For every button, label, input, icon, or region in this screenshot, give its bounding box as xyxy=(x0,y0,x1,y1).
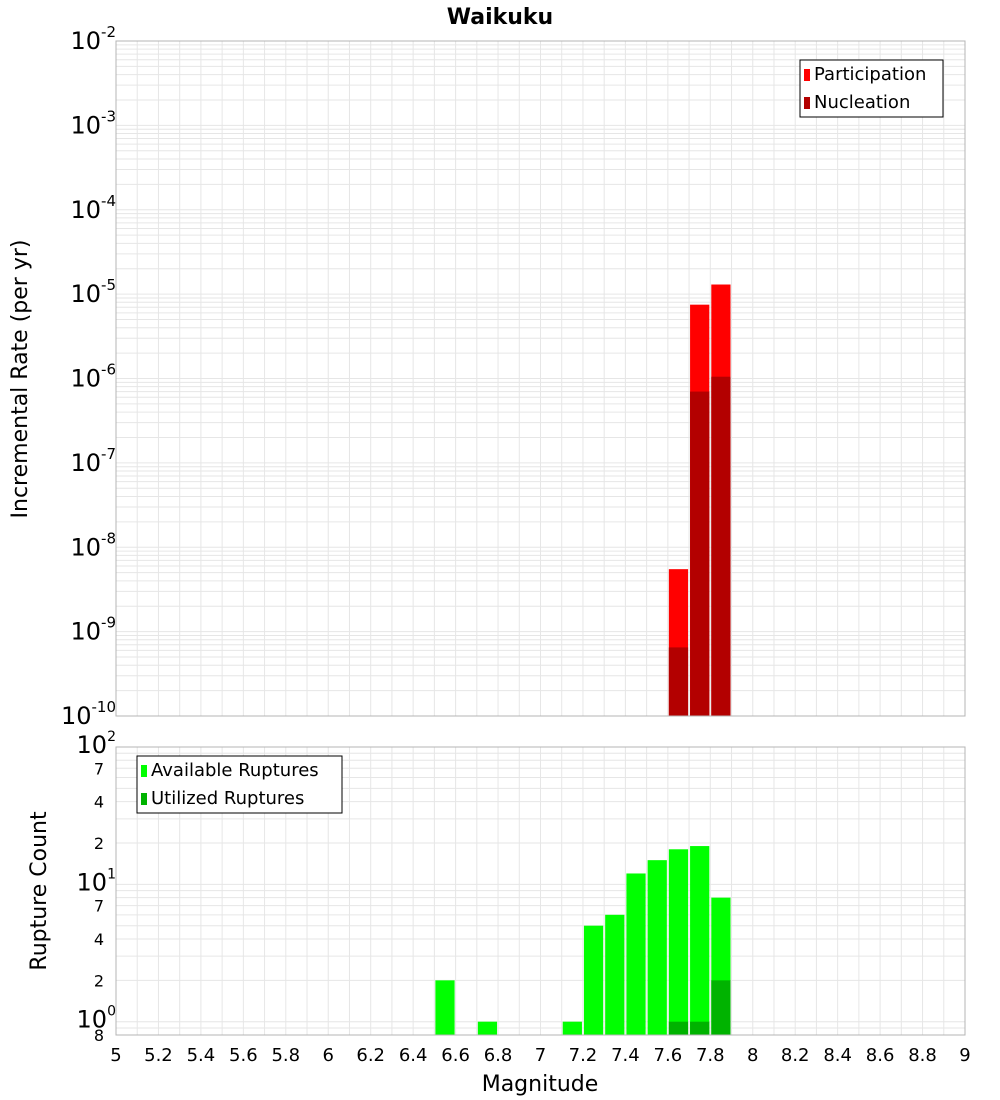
x-tick-label: 6.2 xyxy=(356,1045,385,1066)
bar-nucleation xyxy=(711,376,731,716)
legend-swatch xyxy=(804,69,810,81)
y-axis-title-incremental-rate: Incremental Rate (per yr) xyxy=(8,240,33,519)
x-axis-ticks: 5 5.2 5.4 5.6 5.8 6 6.2 6.4 6.6 6.8 7 7.2 7.4 7.6 7.8 8… xyxy=(110,1045,970,1066)
x-tick-label: 7 xyxy=(535,1045,546,1066)
y-tick-label: 10-6 xyxy=(70,361,116,393)
bar-available-ruptures xyxy=(583,925,604,1035)
chart-title: Waikuku xyxy=(447,5,553,30)
y-tick-label: 10-5 xyxy=(70,276,116,308)
legend-label: Available Ruptures xyxy=(151,760,319,781)
plot-frame xyxy=(115,40,966,717)
bar-available-ruptures xyxy=(562,1021,582,1035)
y-tick-label: 2 xyxy=(94,834,104,853)
y-tick-label: 10-4 xyxy=(70,192,116,224)
x-tick-label: 5.4 xyxy=(187,1045,216,1066)
y-tick-label: 10-2 xyxy=(70,23,116,55)
x-tick-label: 7.2 xyxy=(569,1045,598,1066)
legend: Participation Nucleation xyxy=(799,59,944,118)
x-tick-label: 5.2 xyxy=(144,1045,173,1066)
x-tick-label: 5.8 xyxy=(271,1045,300,1066)
x-tick-label: 8.4 xyxy=(823,1045,852,1066)
y-tick-label: 10-9 xyxy=(70,614,116,646)
bar-nucleation xyxy=(668,647,689,716)
bar-available-ruptures xyxy=(668,849,689,1035)
legend: Available Ruptures Utilized Ruptures xyxy=(136,755,343,814)
bar-available-ruptures xyxy=(647,860,667,1035)
legend-label: Participation xyxy=(814,64,926,85)
y-tick-label: 4 xyxy=(94,793,104,812)
y-tick-label: 4 xyxy=(94,930,104,949)
bar-available-ruptures xyxy=(626,873,646,1035)
y-axis-title-rupture-count: Rupture Count xyxy=(27,811,52,971)
legend-box xyxy=(136,755,343,814)
x-tick-label: 6 xyxy=(323,1045,334,1066)
bar-utilized-ruptures xyxy=(711,980,731,1035)
bar-available-ruptures xyxy=(435,980,455,1035)
x-tick-label: 6.6 xyxy=(441,1045,470,1066)
bar-nucleation xyxy=(690,391,710,716)
bar-available-ruptures xyxy=(690,846,710,1035)
x-tick-label: 5 xyxy=(110,1045,121,1066)
legend-box xyxy=(799,59,944,118)
y-tick-label: 102 xyxy=(77,729,116,759)
x-tick-label: 8.6 xyxy=(866,1045,895,1066)
x-tick-label: 7.8 xyxy=(696,1045,725,1066)
legend-swatch xyxy=(141,793,147,805)
x-tick-label: 9 xyxy=(959,1045,970,1066)
y-tick-label: 7 xyxy=(94,759,104,778)
x-tick-label: 8 xyxy=(747,1045,758,1066)
x-tick-label: 8.2 xyxy=(781,1045,810,1066)
y-tick-label: 10-3 xyxy=(70,107,116,139)
bar-utilized-ruptures xyxy=(668,1021,689,1035)
x-axis-title: Magnitude xyxy=(482,1072,599,1097)
x-tick-label: 8.8 xyxy=(908,1045,937,1066)
legend-swatch xyxy=(804,97,810,109)
x-tick-label: 6.4 xyxy=(399,1045,428,1066)
bar-available-ruptures xyxy=(605,914,625,1035)
legend-swatch xyxy=(141,765,147,777)
legend-label: Utilized Ruptures xyxy=(151,788,304,809)
legend-label: Nucleation xyxy=(814,92,910,113)
y-tick-label: 10-7 xyxy=(70,445,116,477)
plot-frame xyxy=(115,746,966,1036)
bar-available-ruptures xyxy=(477,1021,498,1035)
y-tick-label: 10-10 xyxy=(61,698,116,730)
x-tick-label: 6.8 xyxy=(484,1045,513,1066)
bar-utilized-ruptures xyxy=(690,1021,710,1035)
y-tick-label: 7 xyxy=(94,897,104,916)
y-tick-label: 100 xyxy=(77,1004,116,1034)
y-tick-label: 2 xyxy=(94,971,104,990)
y-tick-label: 10-8 xyxy=(70,529,116,561)
rate-panel: 10-2 10-3 10-4 10-5 10-6 10-7 10-8 10-9 10-10 Par… xyxy=(61,23,966,730)
y-tick-label: 8 xyxy=(94,1026,104,1045)
y-tick-label: 101 xyxy=(77,866,116,896)
x-tick-label: 7.6 xyxy=(654,1045,683,1066)
x-tick-label: 7.4 xyxy=(611,1045,640,1066)
x-tick-label: 5.6 xyxy=(229,1045,258,1066)
